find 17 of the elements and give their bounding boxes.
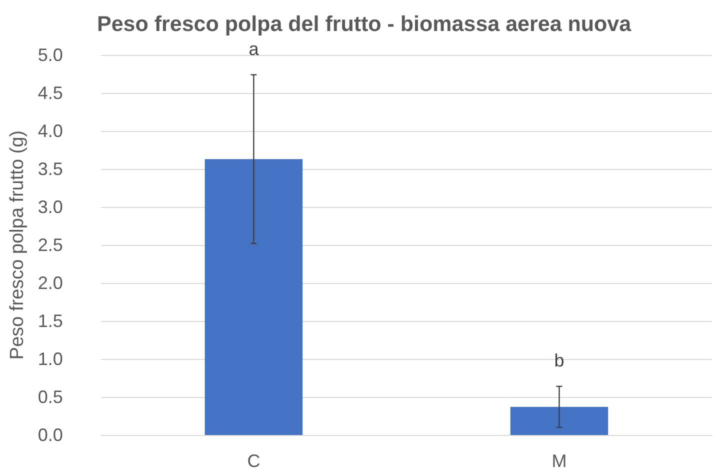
y-tick-label: 5.0 <box>38 45 63 65</box>
y-tick-label: 0.0 <box>38 425 63 445</box>
annotation: b <box>554 350 564 370</box>
y-tick-label: 1.0 <box>38 349 63 369</box>
y-tick-label: 1.5 <box>38 311 63 331</box>
y-tick-label: 3.0 <box>38 197 63 217</box>
annotation: a <box>248 38 260 59</box>
y-tick-label: 2.0 <box>38 273 63 293</box>
y-tick-label: 4.0 <box>38 121 63 141</box>
y-tick-label: 2.5 <box>38 235 63 255</box>
x-tick-label: C <box>247 451 260 471</box>
y-tick-label: 4.5 <box>38 83 63 103</box>
y-tick-label: 0.5 <box>38 387 63 407</box>
y-tick-label: 3.5 <box>38 159 63 179</box>
y-axis-title: Peso fresco polpa frutto (g) <box>7 130 28 360</box>
chart-title: Peso fresco polpa del frutto - biomassa aerea nuova <box>97 12 632 36</box>
x-tick-label: M <box>552 451 567 471</box>
